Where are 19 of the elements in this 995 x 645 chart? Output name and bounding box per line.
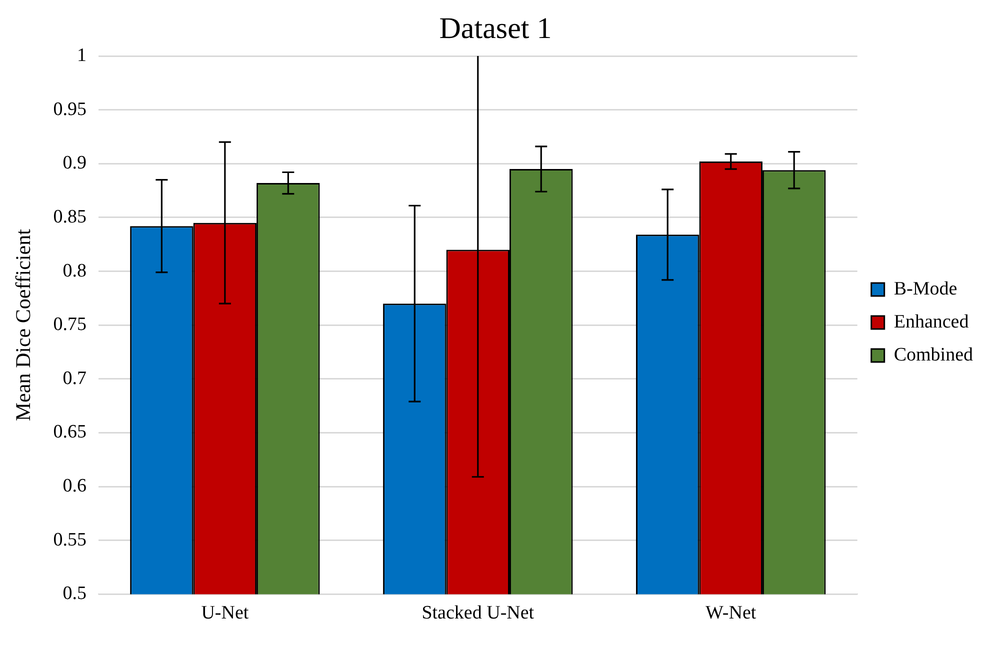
y-tick-label: 0.5 bbox=[62, 583, 86, 604]
legend-label: Combined bbox=[894, 344, 974, 366]
y-tick-label: 0.6 bbox=[62, 476, 86, 497]
x-tick-label: Stacked U-Net bbox=[422, 602, 535, 624]
y-tick-label: 0.7 bbox=[62, 368, 86, 389]
x-tick-label: U-Net bbox=[201, 602, 250, 624]
y-tick-label: 0.85 bbox=[53, 206, 86, 228]
y-axis-title: Mean Dice Coefficient bbox=[11, 228, 36, 422]
y-tick-label: 0.95 bbox=[53, 98, 86, 120]
y-tick-label: 0.75 bbox=[53, 314, 86, 336]
y-tick-label: 0.55 bbox=[53, 529, 86, 550]
y-tick-label: 0.8 bbox=[62, 260, 86, 282]
y-tick-label: 1 bbox=[76, 44, 86, 66]
y-tick-label: 0.65 bbox=[53, 422, 86, 443]
y-tick-label: 0.9 bbox=[62, 152, 86, 174]
legend-label: Enhanced bbox=[894, 311, 970, 332]
x-tick-label: W-Net bbox=[706, 602, 757, 624]
chart-title: Dataset 1 bbox=[439, 12, 552, 45]
legend-label: B-Mode bbox=[894, 278, 958, 300]
